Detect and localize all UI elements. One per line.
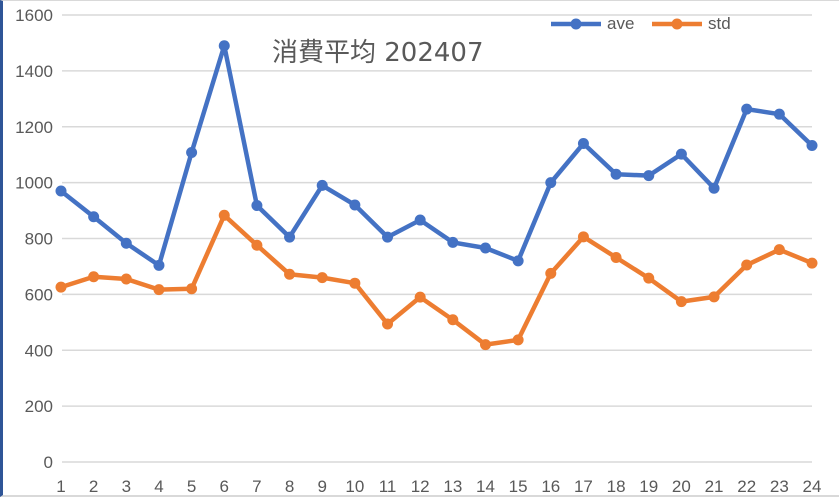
data-point-marker[interactable] (349, 199, 361, 211)
data-point-marker[interactable] (186, 146, 198, 158)
x-tick-label: 24 (803, 477, 822, 496)
data-point-marker[interactable] (610, 168, 622, 180)
series-line (59, 43, 814, 268)
data-point-marker[interactable] (55, 185, 67, 197)
data-point-marker[interactable] (675, 148, 687, 160)
x-tick-label: 15 (509, 477, 528, 496)
data-point-marker[interactable] (643, 170, 655, 182)
x-tick-label: 22 (737, 477, 756, 496)
data-point-marker[interactable] (675, 296, 687, 308)
data-point-marker[interactable] (120, 237, 132, 249)
x-tick-label: 2 (89, 477, 98, 496)
data-point-marker[interactable] (316, 179, 328, 191)
data-point-marker[interactable] (414, 214, 426, 226)
x-tick-label: 5 (187, 477, 196, 496)
legend-item-std[interactable]: std (652, 14, 731, 33)
x-tick-label: 13 (443, 477, 462, 496)
x-tick-label: 21 (705, 477, 724, 496)
x-tick-label: 16 (541, 477, 560, 496)
x-tick-label: 23 (770, 477, 789, 496)
x-tick-label: 11 (379, 477, 397, 496)
gridlines (62, 14, 812, 463)
x-tick-label: 18 (607, 477, 626, 496)
x-tick-label: 9 (317, 477, 326, 496)
y-tick-label: 200 (25, 397, 53, 416)
x-axis-ticks: 1 2 3 4 5 6 7 8 9 10 11 12 13 14 15 16 17 18 19 20 21 22 23 24 (56, 477, 821, 496)
y-tick-label: 1600 (15, 6, 53, 25)
legend: ave std (551, 14, 731, 33)
x-tick-label: 14 (476, 477, 495, 496)
data-point-marker[interactable] (447, 236, 459, 248)
data-point-marker[interactable] (479, 242, 491, 254)
legend-item-ave[interactable]: ave (551, 14, 634, 33)
x-tick-label: 1 (56, 477, 65, 496)
data-point-marker[interactable] (643, 272, 655, 284)
x-tick-label: 17 (574, 477, 593, 496)
series-line (60, 213, 813, 347)
data-point-marker[interactable] (708, 182, 720, 194)
data-point-marker[interactable] (773, 108, 785, 120)
data-point-marker[interactable] (512, 334, 524, 346)
y-tick-label: 400 (25, 341, 53, 360)
data-point-marker[interactable] (414, 291, 426, 303)
data-point-marker[interactable] (512, 255, 524, 267)
legend-marker-icon (671, 18, 683, 30)
data-point-marker[interactable] (741, 259, 753, 271)
data-point-marker[interactable] (349, 277, 361, 289)
data-point-marker[interactable] (218, 40, 230, 52)
data-point-marker[interactable] (316, 272, 328, 284)
data-point-marker[interactable] (251, 239, 263, 251)
x-tick-label: 19 (639, 477, 658, 496)
legend-label: std (708, 14, 731, 33)
x-tick-label: 4 (154, 477, 163, 496)
data-point-marker[interactable] (55, 281, 67, 293)
y-tick-label: 1400 (15, 62, 53, 81)
data-point-marker[interactable] (88, 211, 100, 223)
x-tick-label: 7 (252, 477, 261, 496)
y-tick-label: 600 (25, 285, 53, 304)
data-point-marker[interactable] (120, 273, 132, 285)
data-point-marker[interactable] (741, 103, 753, 115)
data-point-marker[interactable] (545, 267, 557, 279)
data-point-marker[interactable] (251, 200, 263, 212)
legend-marker-icon (570, 18, 582, 30)
data-point-marker[interactable] (284, 231, 296, 243)
x-tick-label: 6 (220, 477, 229, 496)
data-point-marker[interactable] (447, 314, 459, 326)
data-point-marker[interactable] (806, 257, 818, 269)
x-tick-label: 8 (285, 477, 294, 496)
data-point-marker[interactable] (382, 318, 394, 330)
data-point-marker[interactable] (806, 139, 818, 151)
data-point-marker[interactable] (577, 138, 589, 150)
y-tick-label: 800 (25, 230, 53, 249)
x-tick-label: 3 (122, 477, 131, 496)
data-point-marker[interactable] (545, 177, 557, 189)
x-tick-label: 12 (411, 477, 430, 496)
data-point-marker[interactable] (577, 231, 589, 243)
data-point-marker[interactable] (153, 259, 165, 271)
data-point-marker[interactable] (610, 251, 622, 263)
y-tick-label: 1000 (15, 174, 53, 193)
y-tick-label: 1200 (15, 118, 53, 137)
data-point-marker[interactable] (382, 231, 394, 243)
data-point-marker[interactable] (479, 339, 491, 351)
series-lines (55, 40, 818, 351)
data-point-marker[interactable] (773, 244, 785, 256)
chart-title: 消費平均 202407 (272, 38, 484, 68)
y-tick-label: 0 (44, 453, 53, 472)
data-point-marker[interactable] (218, 209, 230, 221)
x-tick-label: 10 (345, 477, 364, 496)
data-point-marker[interactable] (88, 271, 100, 283)
data-point-marker[interactable] (284, 268, 296, 280)
data-point-marker[interactable] (708, 291, 720, 303)
series-ave (55, 40, 818, 271)
legend-label: ave (607, 14, 634, 33)
y-axis-ticks: 0 200 400 600 800 1000 1200 1400 1600 (15, 6, 53, 472)
data-point-marker[interactable] (186, 283, 198, 295)
x-tick-label: 20 (672, 477, 691, 496)
data-point-marker[interactable] (153, 284, 165, 296)
series-std (55, 209, 818, 351)
